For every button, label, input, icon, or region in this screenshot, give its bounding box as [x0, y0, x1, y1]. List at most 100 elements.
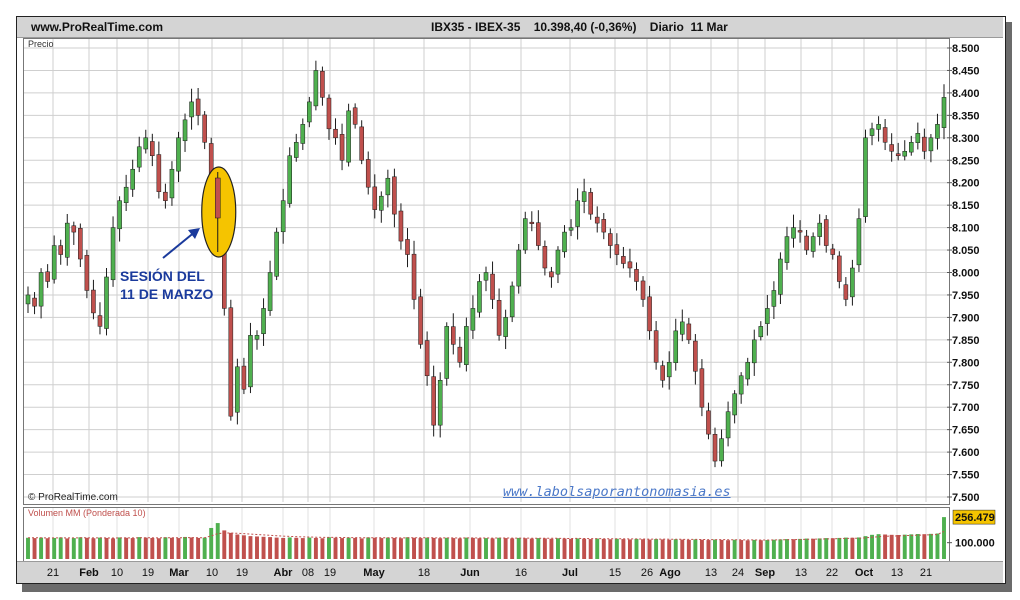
candle-down [411, 253, 417, 300]
y-tick-label: 7.550 [952, 470, 980, 482]
candle-up [444, 326, 450, 379]
candle-down [529, 221, 535, 224]
annotation-line-1: SESIÓN DEL [120, 268, 205, 284]
y-tick-label: 8.250 [952, 155, 980, 167]
x-tick-label: Sep [755, 567, 775, 579]
watermark-link[interactable]: www.labolsaporantonomasia.es [503, 484, 731, 500]
volume-bar [39, 537, 44, 559]
volume-bar [111, 538, 116, 559]
candle-up [509, 285, 515, 318]
chart-header-bar: www.ProRealTime.com IBX35 - IBEX-35 10.3… [17, 17, 1003, 38]
volume-bar [680, 539, 685, 559]
session-annotation: SESIÓN DEL 11 DE MARZO [120, 267, 213, 303]
x-tick-label: 26 [641, 567, 653, 579]
annotation-arrow [162, 230, 197, 259]
volume-bar [902, 534, 907, 559]
volume-bar [693, 539, 698, 559]
candle-up [941, 97, 947, 128]
y-tick-label: 8.350 [952, 110, 980, 122]
candle-up [483, 272, 489, 281]
candle-down [536, 222, 541, 246]
volume-bar [896, 534, 901, 559]
volume-last-value-badge [952, 509, 996, 525]
volume-bar [340, 538, 345, 559]
candle-up [751, 339, 757, 364]
x-tick-label: 21 [920, 567, 932, 579]
annotation-arrowhead [188, 228, 200, 239]
volume-bar [412, 537, 416, 559]
volume-panel-label: Volumen MM (Ponderada 10) [28, 508, 146, 518]
volume-bar [752, 539, 757, 559]
volume-bar [883, 534, 888, 559]
x-tick-label: 19 [324, 567, 336, 579]
volume-bar [327, 537, 331, 559]
candle-up [117, 200, 122, 230]
candle-down [163, 191, 168, 201]
candle-up [235, 366, 240, 413]
volume-bar [739, 540, 744, 559]
candle-up [64, 222, 70, 258]
candle-up [791, 227, 796, 239]
x-tick-label: 13 [891, 567, 903, 579]
candle-up [130, 168, 135, 190]
volume-bar [824, 538, 829, 559]
overlay-layer [162, 166, 237, 259]
volume-bar [143, 537, 148, 559]
volume-bar [98, 537, 102, 559]
volume-bar [137, 537, 142, 559]
x-tick-label: Feb [79, 567, 99, 579]
volume-bar [130, 538, 135, 559]
volume-bar [353, 537, 358, 559]
volume-bar [398, 538, 403, 559]
candle-down [91, 289, 96, 314]
candle-down [431, 376, 436, 426]
volume-bar [732, 539, 737, 559]
candle-down [797, 230, 803, 233]
volume-bar [745, 540, 750, 559]
candle-up [136, 146, 142, 168]
candle-up [719, 438, 724, 462]
candle-up [293, 142, 299, 158]
volume-bar [156, 538, 161, 559]
volume-bar [484, 538, 488, 559]
candle-up [581, 191, 587, 202]
candle-down [405, 239, 410, 255]
volume-bar [641, 539, 645, 559]
candle-down [71, 225, 77, 233]
volume-bar [333, 537, 338, 559]
candle-up [189, 101, 194, 118]
candle-up [745, 362, 750, 380]
candle-down [359, 126, 364, 161]
volume-bar [444, 537, 449, 559]
candle-down [32, 297, 37, 307]
candle-down [830, 248, 836, 255]
candle-up [38, 272, 44, 307]
volume-bar [595, 538, 600, 559]
candle-up [935, 124, 940, 139]
x-tick-label: 19 [142, 567, 154, 579]
candle-down [621, 256, 626, 264]
volume-bar [91, 538, 96, 559]
candle-down [882, 127, 888, 143]
candle-down [326, 97, 332, 130]
x-tick-label: May [363, 567, 385, 579]
axis-layer: 8.500 8.450 8.400 8.350 8.300 8.250 8.200 8.150… [47, 43, 996, 579]
volume-bar [418, 538, 423, 559]
candle-up [909, 142, 914, 153]
candle-up [725, 411, 731, 439]
candle-down [588, 192, 593, 215]
candle-down [889, 144, 894, 152]
y-tick-label: 8.200 [952, 178, 980, 190]
volume-bar [889, 534, 894, 559]
volume-bar [379, 538, 384, 559]
candle-down [202, 114, 207, 143]
candle-down [228, 307, 234, 417]
volume-bar [497, 537, 502, 559]
candle-up [863, 137, 868, 217]
candle-down [496, 300, 502, 336]
candle-down [706, 410, 711, 435]
y-tick-label: 7.700 [952, 402, 980, 414]
volume-bar [52, 537, 57, 559]
candle-up [680, 321, 685, 335]
candle-up [470, 308, 476, 331]
